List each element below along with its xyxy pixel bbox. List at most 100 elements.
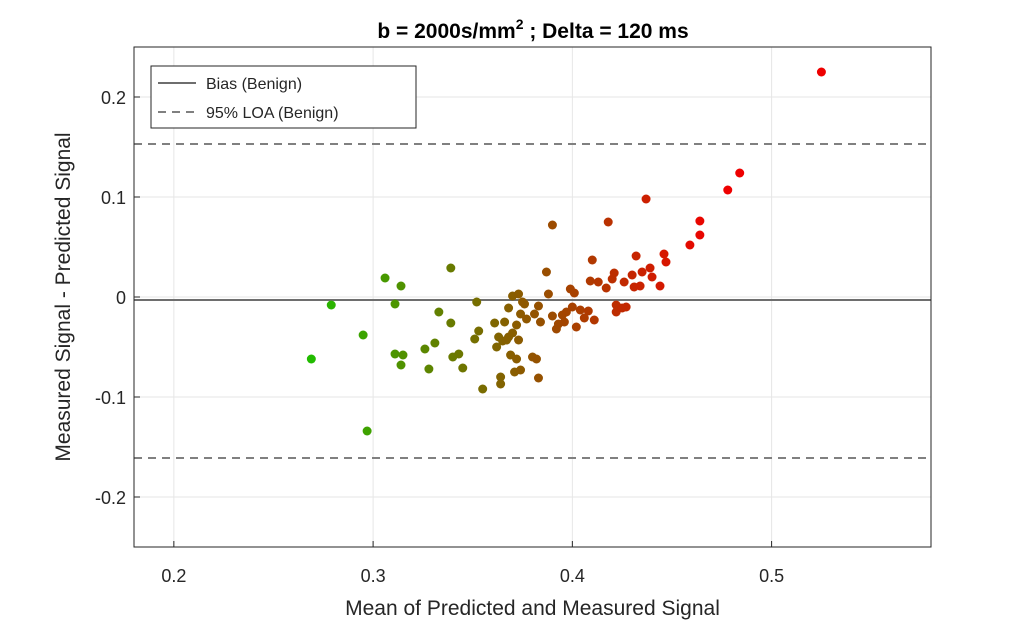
data-point <box>695 216 705 226</box>
legend-label: Bias (Benign) <box>206 76 302 93</box>
data-point <box>514 289 524 299</box>
y-tick-label: 0.1 <box>101 188 126 208</box>
data-point <box>589 315 599 325</box>
data-point <box>583 306 593 316</box>
data-point <box>655 281 665 291</box>
data-point <box>529 309 539 319</box>
data-point <box>647 272 657 282</box>
data-point <box>531 354 541 364</box>
data-point <box>474 326 484 336</box>
data-point <box>559 317 569 327</box>
data-point <box>470 334 480 344</box>
data-point <box>516 365 526 375</box>
data-point <box>603 217 613 227</box>
data-point <box>326 300 336 310</box>
data-point <box>735 168 745 178</box>
data-point <box>543 289 553 299</box>
data-point <box>446 318 456 328</box>
data-point <box>816 67 826 77</box>
data-point <box>396 360 406 370</box>
axis-ticks: 0.2 0.3 0.4 0.5 -0.2 -0.1 0 0.1 0.2 <box>95 88 784 586</box>
legend-label: 95% LOA (Benign) <box>206 105 339 122</box>
data-point <box>478 384 488 394</box>
data-point <box>601 283 611 293</box>
data-point <box>500 317 510 327</box>
data-point <box>512 354 522 364</box>
data-point <box>695 230 705 240</box>
data-point <box>641 194 651 204</box>
data-point <box>575 305 585 315</box>
x-axis-label: Mean of Predicted and Measured Signal <box>345 597 720 620</box>
data-point <box>398 350 408 360</box>
data-point <box>512 320 522 330</box>
data-point <box>637 267 647 277</box>
data-point <box>585 276 595 286</box>
data-point <box>380 273 390 283</box>
y-axis-label: Measured Signal - Predicted Signal <box>52 132 75 461</box>
data-point <box>390 349 400 359</box>
data-point <box>561 307 571 317</box>
data-point <box>661 257 671 267</box>
data-point <box>522 314 532 324</box>
data-point <box>645 263 655 273</box>
reference-lines <box>134 143 931 459</box>
data-point <box>362 426 372 436</box>
data-point <box>504 303 514 313</box>
data-point <box>424 364 434 374</box>
legend-box <box>150 65 417 129</box>
x-tick-label: 0.3 <box>361 566 386 586</box>
data-point <box>579 313 589 323</box>
y-tick-label: 0 <box>116 288 126 308</box>
data-point <box>490 318 500 328</box>
data-point <box>609 268 619 278</box>
data-point <box>458 363 468 373</box>
data-point <box>659 249 669 259</box>
x-tick-label: 0.2 <box>161 566 186 586</box>
data-point <box>514 335 524 345</box>
data-point <box>454 349 464 359</box>
data-point <box>631 251 641 261</box>
data-point <box>496 372 506 382</box>
data-point <box>533 301 543 311</box>
data-point <box>434 307 444 317</box>
data-point <box>390 299 400 309</box>
grid-lines <box>134 47 931 547</box>
data-points <box>306 67 826 436</box>
data-point <box>306 354 316 364</box>
data-point <box>496 379 506 389</box>
data-point <box>508 328 518 338</box>
data-point <box>571 322 581 332</box>
data-point <box>541 267 551 277</box>
x-tick-label: 0.5 <box>759 566 784 586</box>
data-point <box>358 330 368 340</box>
data-point <box>492 342 502 352</box>
data-point <box>593 277 603 287</box>
y-tick-label: -0.2 <box>95 488 126 508</box>
data-point <box>723 185 733 195</box>
data-point <box>516 309 526 319</box>
data-point <box>569 288 579 298</box>
data-point <box>472 297 482 307</box>
data-point <box>635 281 645 291</box>
legend: Bias (Benign) 95% LOA (Benign) <box>150 65 417 129</box>
data-point <box>420 344 430 354</box>
data-point <box>446 263 456 273</box>
x-tick-label: 0.4 <box>560 566 585 586</box>
data-point <box>535 317 545 327</box>
data-point <box>621 302 631 312</box>
data-point <box>685 240 695 250</box>
y-tick-label: 0.2 <box>101 88 126 108</box>
data-point <box>567 302 577 312</box>
y-tick-label: -0.1 <box>95 388 126 408</box>
data-point <box>619 277 629 287</box>
data-point <box>533 373 543 383</box>
chart-title: b = 2000s/mm2 ; Delta = 120 ms <box>377 16 688 43</box>
data-point <box>396 281 406 291</box>
data-point <box>520 299 530 309</box>
data-point <box>547 220 557 230</box>
data-point <box>430 338 440 348</box>
data-point <box>587 255 597 265</box>
data-point <box>627 270 637 280</box>
data-point <box>547 311 557 321</box>
